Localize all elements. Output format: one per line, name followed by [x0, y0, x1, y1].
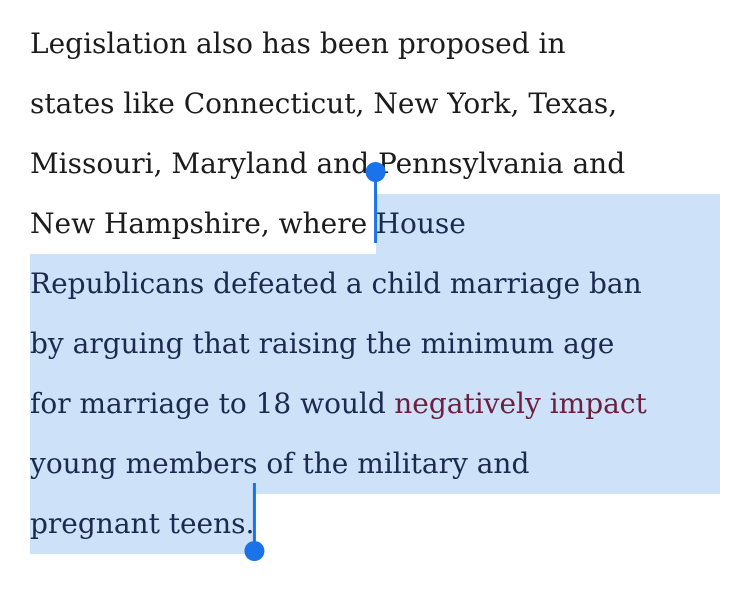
selected-text[interactable]: young members of the military and [30, 447, 530, 480]
selected-text[interactable]: by arguing that raising the minimum age [30, 327, 615, 360]
selected-line[interactable]: Republicans defeated a child marriage ba… [30, 254, 720, 314]
selection-handle-end[interactable] [244, 541, 265, 561]
selected-line[interactable]: for marriage to 18 would negatively impac… [30, 374, 720, 434]
text: Missouri, Maryland and Pennsylvania and [30, 147, 626, 180]
text-line: pregnant teens. [30, 494, 720, 554]
selected-line[interactable]: by arguing that raising the minimum age [30, 314, 720, 374]
selected-text[interactable]: pregnant teens. [30, 494, 255, 554]
selected-line[interactable]: young members of the military and [30, 434, 720, 494]
text-line: Missouri, Maryland and Pennsylvania and [30, 134, 720, 194]
text-line: New Hampshire, where House [30, 194, 720, 254]
selected-text[interactable]: Republicans defeated a child marriage ba… [30, 267, 642, 300]
text: Legislation also has been proposed in [30, 27, 566, 60]
selected-text[interactable]: for marriage to 18 would [30, 387, 386, 420]
link[interactable]: negatively impact [394, 387, 647, 420]
selected-text[interactable]: House [375, 194, 720, 254]
text: New Hampshire, where [30, 207, 368, 240]
text-line: states like Connecticut, New York, Texas… [30, 74, 720, 134]
text: states like Connecticut, New York, Texas… [30, 87, 618, 120]
selection-handle-start[interactable] [365, 162, 386, 182]
text-line: Legislation also has been proposed in [30, 14, 720, 74]
